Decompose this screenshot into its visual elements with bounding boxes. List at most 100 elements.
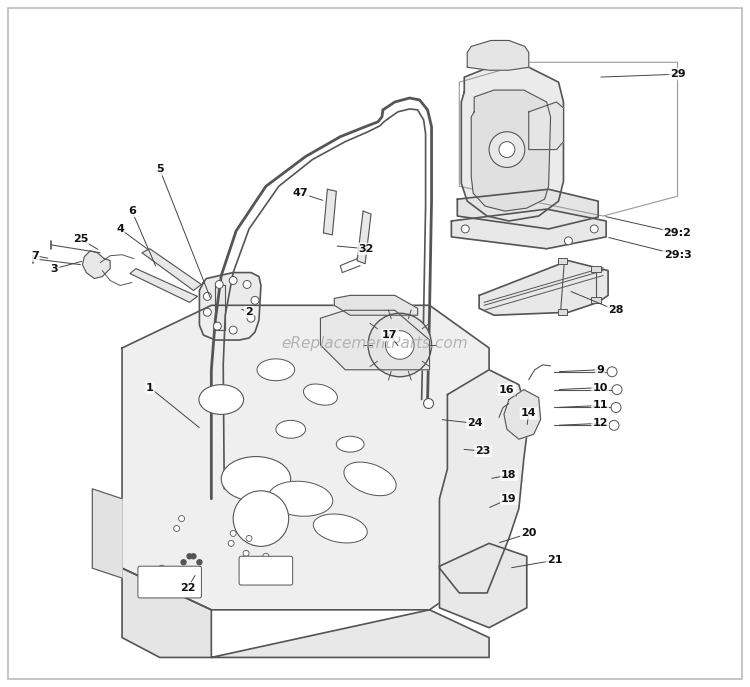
Polygon shape [142, 249, 202, 291]
Polygon shape [504, 390, 541, 439]
Text: 4: 4 [116, 224, 124, 234]
Circle shape [174, 570, 179, 576]
Circle shape [230, 277, 237, 284]
Text: 23: 23 [476, 446, 490, 456]
Polygon shape [440, 370, 529, 593]
Circle shape [368, 313, 431, 376]
Circle shape [611, 403, 621, 412]
Text: 24: 24 [467, 418, 483, 429]
FancyBboxPatch shape [239, 556, 292, 585]
Polygon shape [471, 90, 550, 211]
Polygon shape [92, 489, 122, 578]
Circle shape [243, 280, 251, 289]
Circle shape [565, 237, 572, 245]
Polygon shape [458, 189, 598, 229]
Text: 14: 14 [521, 409, 536, 418]
Text: 22: 22 [180, 583, 195, 593]
Bar [557, 309, 568, 315]
Ellipse shape [344, 462, 396, 496]
Text: 11: 11 [592, 401, 608, 411]
Circle shape [612, 385, 622, 394]
Text: 12: 12 [592, 418, 608, 429]
Polygon shape [334, 295, 418, 315]
Ellipse shape [336, 436, 364, 452]
Ellipse shape [221, 457, 291, 502]
Circle shape [215, 280, 223, 289]
Circle shape [609, 420, 619, 430]
Text: 3: 3 [51, 264, 58, 273]
Ellipse shape [304, 384, 338, 405]
Circle shape [174, 526, 179, 532]
Text: 21: 21 [547, 555, 562, 565]
Circle shape [213, 322, 221, 330]
Text: 18: 18 [501, 470, 517, 480]
Ellipse shape [236, 515, 286, 542]
Polygon shape [479, 260, 608, 315]
Circle shape [203, 293, 211, 300]
Circle shape [386, 330, 414, 359]
Polygon shape [130, 269, 197, 302]
Ellipse shape [314, 514, 368, 543]
Text: 10: 10 [592, 383, 608, 393]
Circle shape [230, 326, 237, 334]
Circle shape [461, 225, 470, 233]
Circle shape [181, 560, 186, 565]
Circle shape [607, 367, 617, 376]
Text: 28: 28 [608, 305, 624, 315]
Polygon shape [452, 209, 606, 249]
Circle shape [187, 554, 192, 559]
Polygon shape [215, 286, 225, 330]
Circle shape [243, 550, 249, 556]
Ellipse shape [268, 481, 333, 516]
Ellipse shape [257, 359, 295, 381]
Text: 25: 25 [73, 234, 88, 244]
Text: eReplacementParts.com: eReplacementParts.com [282, 336, 468, 351]
Text: 1: 1 [146, 383, 154, 393]
Circle shape [247, 314, 255, 322]
Bar [591, 297, 602, 304]
Circle shape [233, 491, 289, 546]
Polygon shape [122, 568, 211, 657]
Polygon shape [529, 102, 563, 150]
Circle shape [263, 553, 268, 559]
Text: 6: 6 [128, 206, 136, 216]
Text: 16: 16 [499, 385, 514, 394]
Polygon shape [461, 67, 563, 221]
Circle shape [203, 308, 211, 316]
Circle shape [191, 554, 196, 559]
Ellipse shape [276, 420, 305, 438]
Circle shape [246, 535, 252, 541]
Polygon shape [200, 273, 261, 340]
Bar [591, 266, 602, 271]
Circle shape [230, 530, 236, 537]
Circle shape [159, 565, 165, 571]
Circle shape [499, 142, 514, 157]
Polygon shape [440, 543, 526, 628]
Text: 47: 47 [292, 188, 308, 199]
Polygon shape [82, 251, 110, 278]
Text: 5: 5 [156, 164, 164, 174]
Text: 29:3: 29:3 [664, 249, 692, 260]
Bar [557, 258, 568, 264]
Circle shape [251, 296, 259, 304]
Circle shape [178, 516, 184, 521]
FancyBboxPatch shape [138, 566, 202, 598]
Polygon shape [211, 610, 489, 657]
Circle shape [228, 541, 234, 546]
Text: 9: 9 [596, 365, 604, 375]
Circle shape [424, 398, 433, 409]
Text: 32: 32 [358, 244, 374, 254]
Polygon shape [122, 305, 489, 610]
Circle shape [489, 132, 525, 168]
Polygon shape [357, 211, 371, 264]
Text: 17: 17 [382, 330, 398, 340]
Text: 2: 2 [245, 307, 253, 317]
Text: 29:2: 29:2 [664, 228, 692, 238]
Text: 19: 19 [501, 494, 517, 504]
Text: 29: 29 [670, 69, 686, 79]
Text: 7: 7 [31, 251, 39, 260]
Circle shape [590, 225, 598, 233]
Polygon shape [467, 41, 529, 70]
Circle shape [197, 560, 202, 565]
Text: 20: 20 [521, 528, 536, 539]
